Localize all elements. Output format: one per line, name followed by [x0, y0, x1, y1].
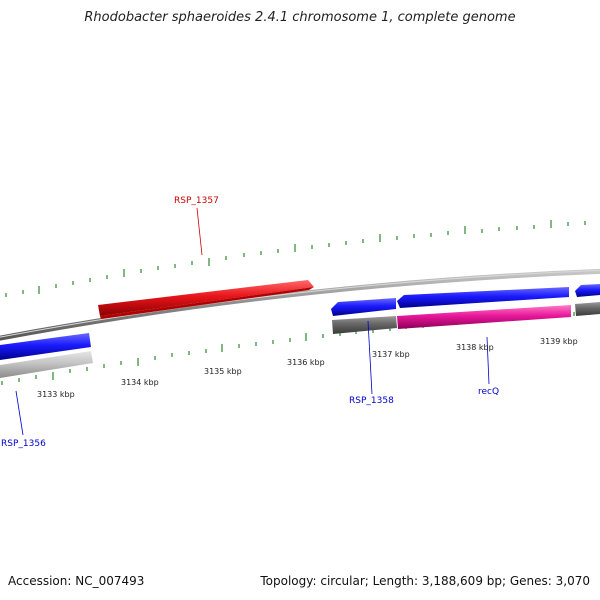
map-title: Rhodobacter sphaeroides 2.4.1 chromosome… [84, 10, 516, 25]
gene-recq[interactable] [397, 287, 569, 308]
feature-pink[interactable] [397, 305, 571, 329]
gene-left-reverse[interactable] [0, 333, 91, 360]
tick-label-3137: 3137 kbp [372, 350, 410, 359]
tick-label-3133: 3133 kbp [37, 390, 75, 399]
gene-label-recq[interactable]: recQ [478, 387, 499, 397]
gene-rsp-1358[interactable] [331, 298, 396, 316]
label-leader-rsp-1356 [15, 390, 24, 436]
accession-label: Accession: NC_007493 [8, 574, 145, 588]
tick-label-3134: 3134 kbp [121, 378, 159, 387]
tick-label-3136: 3136 kbp [287, 358, 325, 367]
feature-gray-left[interactable] [332, 316, 397, 334]
tick-label-3139: 3139 kbp [540, 337, 578, 346]
gene-right-reverse[interactable] [575, 284, 600, 297]
gene-rsp-1357[interactable] [98, 280, 314, 316]
chromosome-backbone[interactable] [0, 268, 600, 341]
tick-label-3138: 3138 kbp [456, 343, 494, 352]
gene-label-rsp-1358[interactable]: RSP_1358 [349, 396, 394, 406]
outer-tick-marks [5, 220, 586, 297]
gene-rsp-1356[interactable] [0, 351, 93, 378]
label-leader-rsp-1358 [367, 320, 373, 395]
gene-label-rsp-1356[interactable]: RSP_1356 [1, 439, 46, 449]
feature-gray-right[interactable] [575, 302, 600, 316]
label-leader-rsp-1357 [196, 207, 203, 256]
label-leader-recq [486, 336, 490, 385]
gene-label-rsp-1357[interactable]: RSP_1357 [174, 196, 219, 206]
genome-summary: Topology: circular; Length: 3,188,609 bp… [260, 574, 590, 588]
tick-label-3135: 3135 kbp [204, 367, 242, 376]
